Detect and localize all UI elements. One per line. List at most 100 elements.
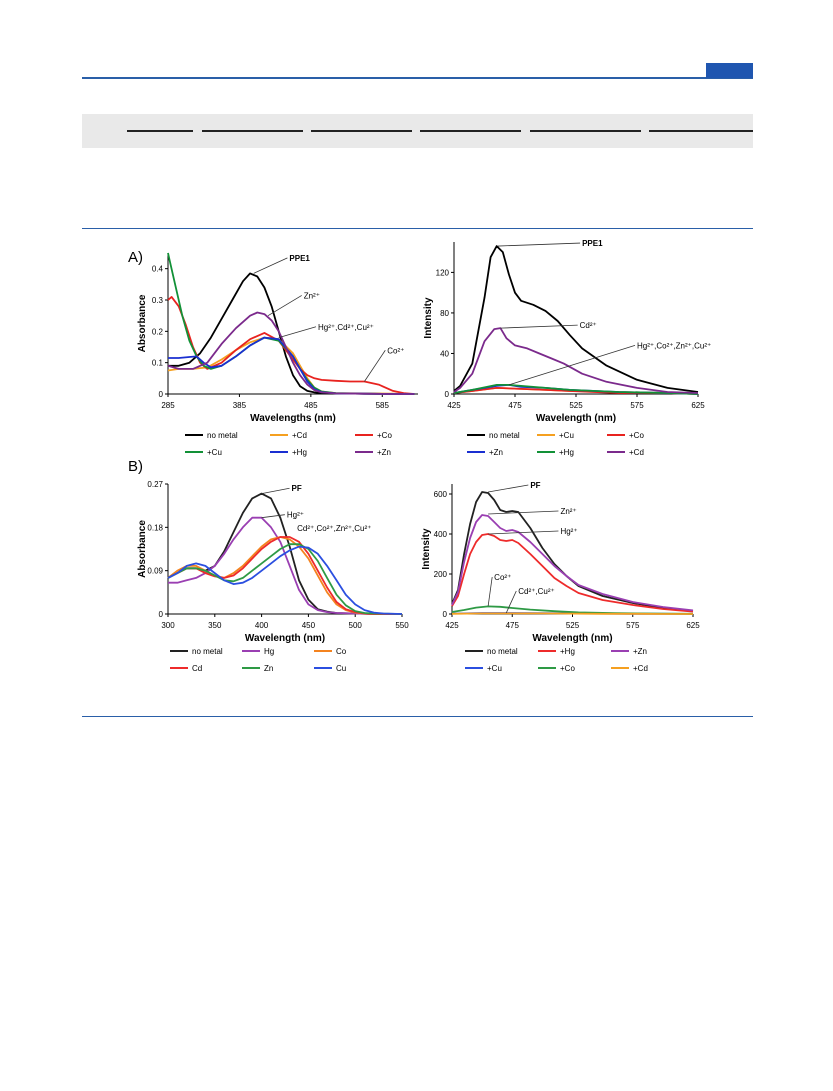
annotation-label: Co²⁺ [494, 573, 511, 582]
y-tick-label: 80 [440, 309, 449, 318]
panel-label-A: A) [128, 249, 143, 266]
column-rule [530, 130, 641, 132]
x-axis-label: Wavelength (nm) [245, 633, 325, 644]
x-tick-label: 575 [630, 401, 644, 410]
header-rule [82, 77, 753, 79]
annotation-label: Cd²⁺,Co²⁺,Zn²⁺,Cu²⁺ [297, 524, 371, 533]
x-axis-label: Wavelength (nm) [532, 633, 612, 644]
legend-label: +Cu [559, 431, 574, 440]
x-tick-label: 525 [566, 621, 580, 630]
column-rule [311, 130, 412, 132]
legend-label: +Cd [292, 431, 307, 440]
x-tick-label: 425 [445, 621, 459, 630]
annotation-leader [497, 242, 581, 247]
legend-label: +Co [560, 664, 575, 673]
figure-bottom-rule [82, 716, 753, 717]
legend-label: +Zn [633, 647, 647, 656]
legend-label: +Co [629, 431, 644, 440]
y-tick-label: 0 [445, 390, 450, 399]
annotation-leader [364, 350, 386, 382]
annotation-leader [488, 484, 529, 493]
legend-label: +Hg [560, 647, 575, 656]
series-line--hg [453, 383, 699, 395]
annotation-label: PF [530, 481, 540, 490]
x-tick-label: 425 [447, 401, 461, 410]
annotation-leader [487, 576, 493, 607]
series-line-no-metal [451, 491, 694, 612]
series-line--co [167, 295, 415, 395]
y-tick-label: 200 [434, 570, 448, 579]
panel-label-B: B) [128, 458, 143, 475]
legend-label: Cu [336, 664, 346, 673]
legend-label: no metal [207, 431, 238, 440]
y-tick-label: 600 [434, 490, 448, 499]
legend-label: Co [336, 647, 347, 656]
y-axis-label: Absorbance [137, 520, 148, 578]
series-line--cd [451, 612, 693, 615]
header-badge [706, 63, 753, 78]
legend-label: +Cu [487, 664, 502, 673]
x-tick-label: 525 [569, 401, 583, 410]
legend-label: +Zn [377, 448, 391, 457]
annotation-label: Zn²⁺ [304, 291, 320, 300]
y-tick-label: 0.3 [152, 296, 164, 305]
y-axis-label: Intensity [421, 528, 432, 570]
y-tick-label: 400 [434, 530, 448, 539]
legend-label: no metal [192, 647, 223, 656]
series-line-cd [167, 536, 402, 615]
annotation-leader [261, 487, 290, 495]
x-tick-label: 300 [161, 621, 175, 630]
y-axis-label: Absorbance [137, 294, 148, 352]
y-tick-label: 120 [436, 268, 450, 277]
annotation-label: Cd²⁺ [580, 321, 597, 330]
annotation-leader [261, 514, 285, 519]
column-rule [649, 130, 753, 132]
legend-label: +Cd [633, 664, 648, 673]
y-axis-label: Intensity [423, 297, 434, 339]
annotation-leader [505, 590, 517, 614]
x-tick-label: 475 [506, 621, 520, 630]
series-line-no-metal [453, 245, 699, 393]
y-tick-label: 0.1 [152, 359, 164, 368]
x-tick-label: 285 [161, 401, 175, 410]
annotation-leader [278, 326, 317, 338]
legend-label: +Hg [559, 448, 574, 457]
y-tick-label: 0.18 [147, 523, 163, 532]
legend-label: +Zn [489, 448, 503, 457]
series-line-cu [167, 545, 403, 615]
series-line--hg [451, 533, 694, 613]
annotation-leader [267, 295, 302, 317]
annotation-label: Hg²⁺ [560, 527, 577, 536]
x-tick-label: 350 [208, 621, 222, 630]
annotation-label: PPE1 [582, 239, 603, 248]
annotation-leader [488, 510, 559, 515]
legend-label: +Hg [292, 448, 307, 457]
annotation-label: Hg²⁺,Co²⁺,Zn²⁺,Cu²⁺ [637, 341, 711, 350]
x-tick-label: 575 [626, 621, 640, 630]
legend-label: +Cd [629, 448, 644, 457]
y-tick-label: 0.27 [147, 480, 163, 489]
y-tick-label: 0.2 [152, 327, 164, 336]
legend-label: Hg [264, 647, 274, 656]
x-tick-label: 550 [395, 621, 409, 630]
chart-B-abs: 300 350 400 450 500 550 0 0.09 0.18 0.27 Wavelengt… [137, 480, 409, 673]
series-line-zn [167, 543, 403, 615]
series-line-co [167, 536, 402, 615]
annotation-leader [500, 324, 578, 329]
chart-B-fl: 425 475 525 575 625 0 200 400 600 Wavelength (nm)… [421, 481, 700, 673]
x-tick-label: 450 [302, 621, 316, 630]
annotation-label: PPE1 [289, 254, 310, 263]
column-rule [202, 130, 303, 132]
x-tick-label: 625 [686, 621, 700, 630]
annotation-label: Cd²⁺,Cu²⁺ [518, 587, 554, 596]
y-tick-label: 0 [443, 610, 448, 619]
figure-top-rule [82, 228, 753, 229]
y-tick-label: 0.09 [147, 567, 163, 576]
x-tick-label: 400 [255, 621, 269, 630]
x-tick-label: 625 [691, 401, 705, 410]
x-tick-label: 385 [233, 401, 247, 410]
annotation-label: Hg²⁺ [287, 511, 304, 520]
legend-label: no metal [487, 647, 518, 656]
x-tick-label: 585 [376, 401, 390, 410]
